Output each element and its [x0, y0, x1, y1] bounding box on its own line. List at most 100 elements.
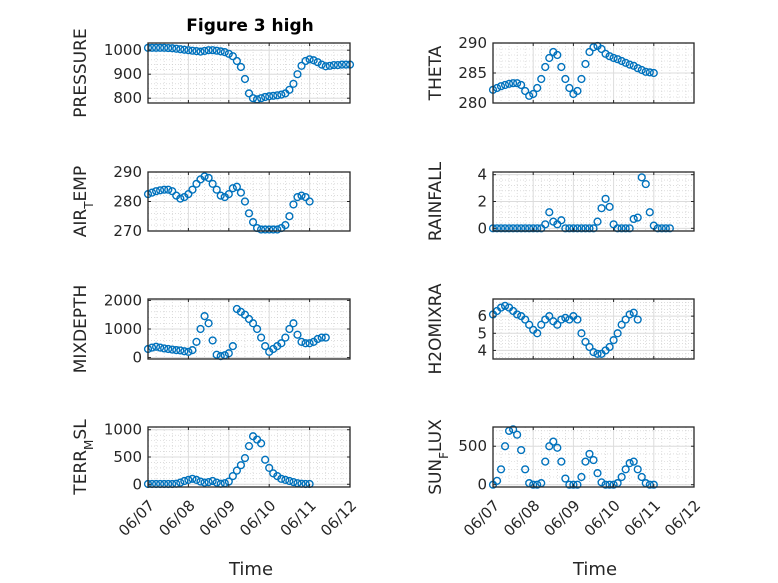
- panel-5-data-point: [172, 346, 181, 355]
- panel-1-data-point: [200, 46, 209, 56]
- panel-8-data-point: [621, 465, 630, 474]
- panel-8-data-point: [565, 480, 574, 489]
- panel-8-data-point: [645, 480, 654, 489]
- panel-6-data-point: [557, 315, 566, 324]
- panel-4-data-point: [577, 224, 586, 233]
- panel-5-data-point: [261, 342, 270, 351]
- panel-2-data-point: [649, 68, 658, 78]
- panel-3-data-point: [160, 185, 169, 194]
- panel-8-data-point: [496, 465, 506, 474]
- panel-8-xtick-label: 06/07: [460, 497, 503, 540]
- panel-2-data-point: [504, 79, 514, 88]
- panel-6-data-point: [500, 301, 510, 310]
- panel-1-data-point: [289, 79, 298, 88]
- panel-2-data-point: [641, 67, 650, 76]
- panel-3-data-point: [261, 225, 270, 234]
- x-axis-label-right: Time: [572, 559, 617, 580]
- panel-1-data-point: [188, 46, 197, 55]
- panel-2-data-point: [561, 74, 570, 84]
- panel-5-data-point: [313, 334, 322, 344]
- panel-3-data-point: [281, 221, 290, 230]
- panel-1-data-point: [297, 61, 306, 70]
- panel-5-data-point: [176, 346, 185, 355]
- panel-4-data-point: [569, 224, 578, 233]
- panel-5-ylabel-part: MIXDEPTH: [71, 285, 91, 374]
- panel-2-data-point: [621, 58, 630, 67]
- panel-3-data-point: [265, 225, 274, 234]
- panel-5-data-point: [244, 314, 254, 324]
- panel-6-data-point: [537, 320, 546, 329]
- panel-2-data-point: [645, 68, 654, 77]
- panel-5-data-point: [164, 344, 173, 354]
- panel-8-data-point: [625, 459, 634, 468]
- panel-2-data-point: [573, 86, 582, 96]
- panel-4-data-point: [533, 224, 542, 233]
- panel-8-ylabel: SUNFLUX: [426, 419, 451, 495]
- panel-5-data-point: [305, 339, 314, 348]
- panel-2-data-point: [601, 49, 610, 58]
- panel-3-data-point: [208, 179, 217, 188]
- panel-4-data-point: [645, 208, 654, 217]
- panel-6-data-point: [589, 348, 598, 357]
- panel-4-ytick-label: 2: [477, 193, 487, 211]
- panel-7-data-point: [204, 477, 213, 487]
- panel-2-data-point: [589, 43, 598, 52]
- panel-1-data-point: [184, 46, 193, 55]
- panel-1-data-point: [317, 60, 326, 69]
- panel-8-ylabel-part: LUX: [426, 419, 446, 452]
- panel-6-data-point: [633, 315, 642, 324]
- panel-1-data-point: [236, 62, 246, 72]
- panel-7-xtick-label: 06/07: [115, 497, 158, 540]
- panel-8-data-point: [633, 465, 642, 474]
- panel-5-data-point: [192, 337, 201, 346]
- panel-7-data-point: [257, 439, 266, 448]
- panel-4-data-point: [585, 224, 594, 233]
- panel-6-ytick-label: 6: [477, 307, 487, 325]
- panel-4-ylabel-part: RAINFALL: [426, 161, 446, 241]
- panel-7-data-point: [208, 476, 217, 486]
- panel-2-data-point: [513, 79, 522, 88]
- panel-6-data-point: [593, 349, 602, 358]
- panel-5-data-point: [151, 342, 161, 351]
- panel-1-data-point: [285, 85, 294, 94]
- panel-7-xtick-label: 06/10: [236, 497, 279, 540]
- panel-8-data-point: [529, 480, 538, 489]
- panel-7-data-point: [277, 474, 286, 483]
- panel-3-data-point: [257, 225, 266, 234]
- panel-7-ylabel-part: SL: [71, 419, 91, 440]
- panel-6-ylabel-part: H2OMIXRA: [426, 283, 446, 374]
- panel-6-ylabel: H2OMIXRA: [426, 283, 446, 374]
- panel-3-data-point: [240, 197, 250, 206]
- panel-4-data-point: [657, 224, 666, 233]
- panel-4-data-point: [621, 224, 630, 233]
- panel-2-data-point: [597, 44, 606, 54]
- panel-4-data-point: [661, 224, 670, 233]
- panel-1-data-point: [309, 56, 318, 65]
- panel-5-data-point: [208, 336, 217, 345]
- panel-1-data-point: [240, 74, 250, 84]
- panel-2-ylabel: THETA: [426, 45, 446, 101]
- panel-8-axes-box: [492, 426, 695, 488]
- panel-1-data-point: [337, 60, 347, 69]
- panel-5-data-point: [297, 337, 306, 346]
- panel-1-data-point: [305, 55, 314, 64]
- panel-3-data-point: [200, 172, 209, 181]
- panel-1-data-point: [164, 43, 173, 53]
- panel-5-data-point: [188, 346, 197, 355]
- panel-4-data-point: [637, 173, 646, 182]
- panel-8-data-point: [601, 480, 610, 489]
- panel-8-data-point: [561, 474, 570, 483]
- panel-1-data-point: [277, 90, 286, 99]
- panel-5-ytick-label: 1000: [104, 320, 142, 338]
- panel-1-ylabel: PRESSURE: [71, 28, 91, 117]
- panel-6-ytick-label: 4: [477, 341, 487, 359]
- panel-5-data-point: [160, 344, 169, 353]
- panel-4-data-point: [517, 224, 526, 233]
- panel-8-data-point: [569, 480, 578, 489]
- panel-4-data-point: [521, 224, 530, 233]
- panel-8-xtick-label: 06/10: [581, 497, 624, 540]
- panel-2-data-point: [633, 64, 642, 73]
- panel-6-data-point: [577, 329, 586, 338]
- figure-title: Figure 3 high: [186, 16, 314, 36]
- panel-4-data-point: [593, 217, 602, 226]
